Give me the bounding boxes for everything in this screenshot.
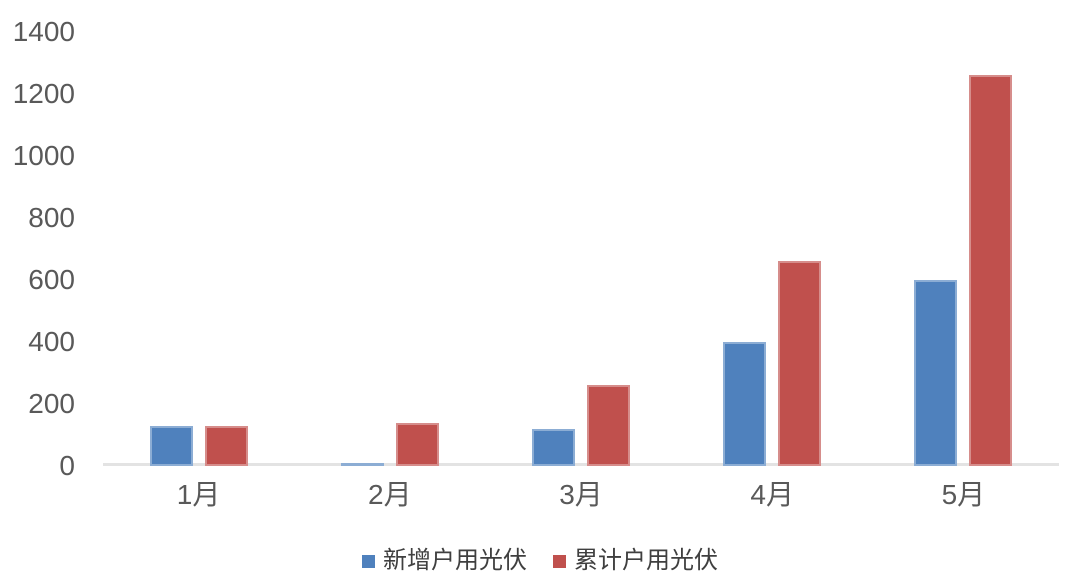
bar-series1-month5 [914, 280, 958, 466]
bar-series2-month5 [969, 75, 1013, 466]
x-axis-category-label: 1月 [176, 479, 221, 510]
y-axis-tick-label: 200 [28, 388, 75, 419]
y-axis-tick-label: 0 [59, 450, 75, 481]
y-axis-tick-label: 1400 [12, 16, 75, 47]
bar-group-month1 [149, 425, 248, 466]
plot-area [103, 32, 1059, 466]
bar-group-month5 [914, 75, 1013, 466]
bar-series1-month1 [149, 425, 193, 466]
bar-series1-month4 [723, 342, 767, 466]
bar-group-month2 [340, 422, 439, 466]
legend-swatch-icon [362, 554, 375, 568]
chart-legend: 新增户用光伏 累计户用光伏 [0, 547, 1080, 575]
legend-item-series2: 累计户用光伏 [553, 547, 718, 575]
x-axis-category-label: 3月 [559, 479, 603, 510]
y-axis-tick-label: 1000 [12, 140, 75, 171]
x-axis-line [103, 463, 1059, 466]
x-axis-category-label: 5月 [941, 479, 986, 510]
x-axis-category-label: 4月 [750, 479, 794, 510]
bar-series2-month1 [204, 425, 248, 466]
y-axis-tick-label: 600 [28, 264, 75, 295]
y-axis-tick-label: 400 [28, 326, 75, 357]
bar-series2-month3 [586, 385, 630, 466]
x-axis-category-label: 2月 [368, 479, 412, 510]
y-axis-tick-label: 1200 [12, 78, 75, 109]
legend-label: 累计户用光伏 [574, 548, 718, 574]
y-axis-tick-label: 800 [28, 202, 75, 233]
legend-item-series1: 新增户用光伏 [362, 547, 527, 575]
bar-series1-month3 [531, 428, 575, 466]
bar-series2-month4 [778, 261, 822, 466]
legend-label: 新增户用光伏 [383, 548, 527, 574]
legend-swatch-icon [553, 554, 566, 568]
bar-group-month4 [723, 261, 822, 466]
bar-group-month3 [531, 385, 630, 466]
bar-series1-month2 [340, 462, 384, 466]
bar-series2-month2 [395, 422, 439, 466]
